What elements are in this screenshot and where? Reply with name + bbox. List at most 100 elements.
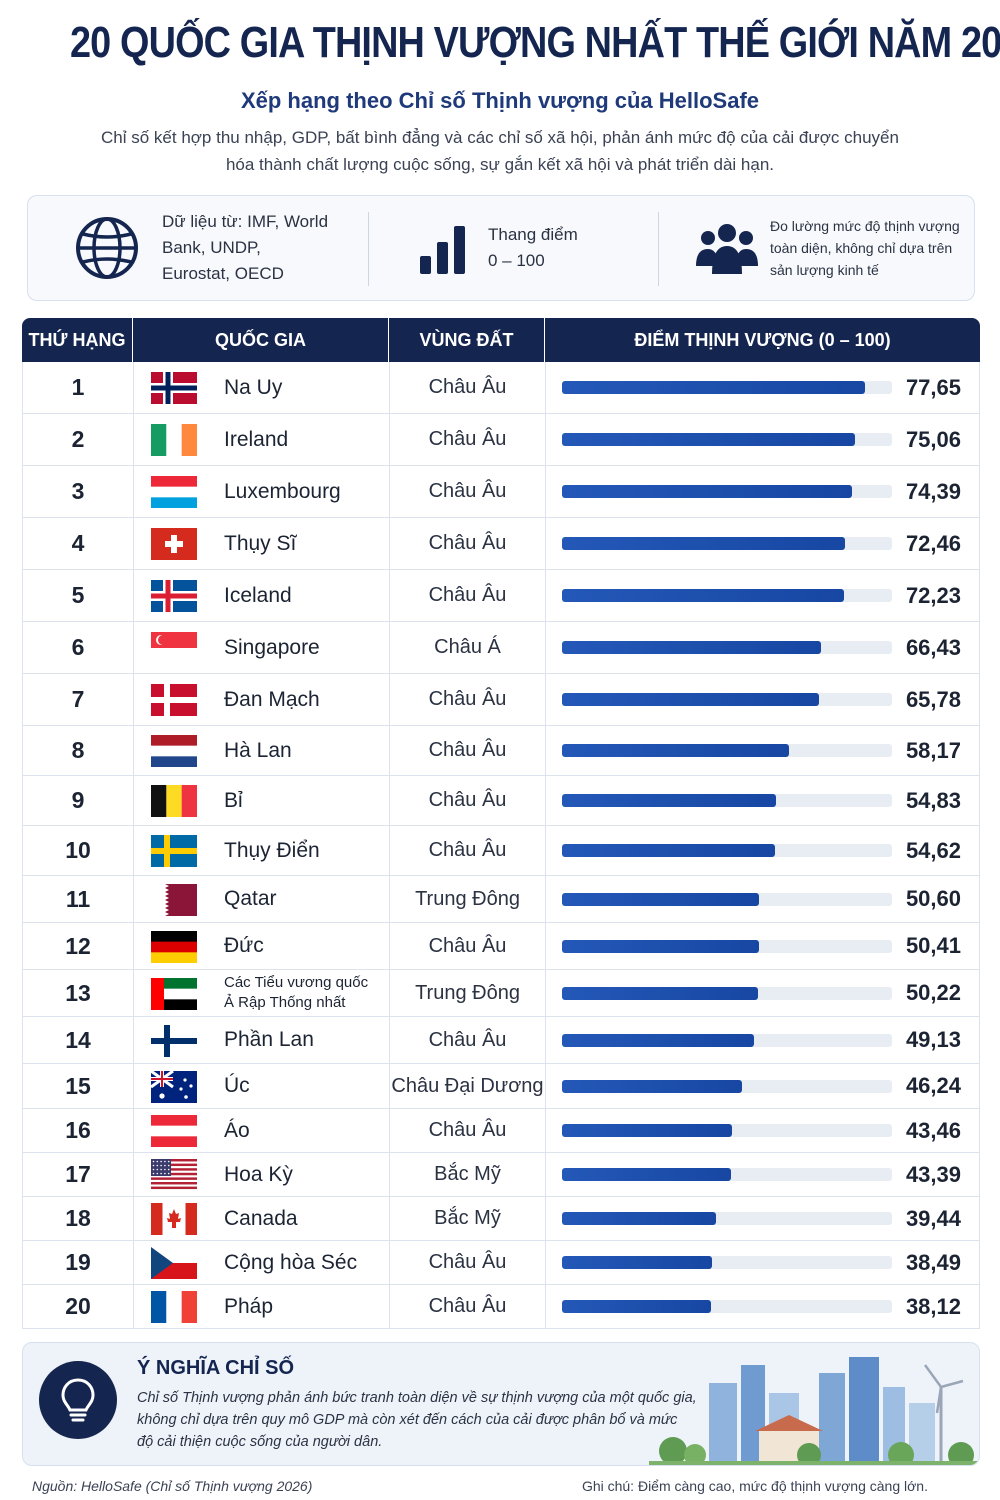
region-label: Châu Âu	[428, 584, 507, 606]
table-header: THỨ HẠNG QUỐC GIA VÙNG ĐẤT ĐIỂM THỊNH VƯ…	[22, 318, 980, 362]
score-value: 54,83	[905, 787, 961, 813]
score-track	[562, 1079, 892, 1093]
country-name: Thụy Sĩ	[224, 531, 297, 555]
rank-label: 20	[65, 1293, 91, 1319]
germany-flag-icon	[151, 930, 197, 963]
country-cell: Bỉ	[134, 776, 390, 825]
score-cell: 74,39	[546, 466, 979, 517]
rank-cell: 3	[23, 466, 134, 517]
score-bar	[562, 892, 759, 906]
region-cell: Châu Âu	[390, 1017, 546, 1063]
country-cell: Úc	[134, 1064, 390, 1108]
table-row: 11 Qatar Trung Đông 50,60	[23, 876, 979, 923]
lightbulb-icon	[39, 1361, 117, 1439]
score-value: 43,46	[905, 1117, 961, 1143]
rank-cell: 6	[23, 622, 134, 673]
region-cell: Châu Âu	[390, 726, 546, 775]
table-row: 14 Phần Lan Châu Âu 49,13	[23, 1017, 979, 1064]
region-cell: Châu Âu	[390, 414, 546, 465]
country-cell: Singapore	[134, 622, 390, 673]
footnote: Ghi chú: Điểm càng cao, mức độ thịnh vượ…	[581, 1478, 928, 1494]
region-label: Châu Âu	[428, 1028, 507, 1051]
score-track	[562, 1168, 892, 1181]
country-cell: Luxembourg	[134, 466, 390, 517]
table-row: 10 Thụy Điển Châu Âu 54,62	[23, 826, 979, 876]
score-bar	[562, 794, 776, 807]
city-illustration	[649, 1343, 979, 1465]
score-bar	[562, 986, 758, 1000]
country-cell: Phần Lan	[134, 1017, 390, 1063]
score-cell: 49,13	[546, 1017, 979, 1063]
score-value: 72,23	[905, 582, 961, 608]
table-row: 19 Cộng hòa Séc Châu Âu 38,49	[23, 1241, 979, 1285]
score-cell: 54,62	[546, 826, 979, 875]
score-bar	[562, 1300, 711, 1313]
score-track	[562, 844, 892, 857]
country-cell: Hà Lan	[134, 726, 390, 775]
country-name: Thụy Điển	[224, 838, 320, 862]
rank-label: 9	[71, 787, 85, 813]
score-bar	[562, 589, 844, 602]
score-value: 65,78	[905, 686, 961, 712]
score-cell: 46,24	[546, 1064, 979, 1108]
region-label: Châu Âu	[428, 1119, 507, 1141]
country-name: Bỉ	[224, 788, 243, 812]
table-row: 12 Đức Châu Âu 50,41	[23, 923, 979, 970]
table-row: 9 Bỉ Châu Âu 54,83	[23, 776, 979, 826]
info-sources: Dữ liệu từ: IMF, World Bank, UNDP, Euros…	[162, 212, 329, 283]
country-name: Singapore	[224, 635, 320, 659]
score-track	[562, 1124, 892, 1137]
region-cell: Châu Âu	[390, 674, 546, 725]
rank-cell: 2	[23, 414, 134, 465]
header-score: ĐIỂM THỊNH VƯỢNG (0 – 100)	[634, 330, 891, 350]
info-measure: Đo lường mức độ thịnh vượng toàn diện, k…	[770, 218, 960, 278]
rank-label: 14	[65, 1026, 91, 1053]
score-cell: 65,78	[546, 674, 979, 725]
region-cell: Trung Đông	[390, 876, 546, 922]
score-cell: 66,43	[546, 622, 979, 673]
country-name: Luxembourg	[224, 479, 341, 503]
rank-label: 18	[65, 1205, 91, 1231]
table-row: 6 Singapore Châu Á 66,43	[23, 622, 979, 674]
score-bar	[562, 381, 865, 394]
score-bar	[562, 433, 855, 446]
region-label: Châu Âu	[428, 428, 507, 450]
austria-flag-icon	[151, 1115, 197, 1147]
page-subtitle: Xếp hạng theo Chỉ số Thịnh vượng của Hel…	[240, 88, 760, 113]
score-cell: 72,46	[546, 518, 979, 569]
uae-flag-icon	[151, 977, 197, 1010]
rank-cell: 17	[23, 1153, 134, 1196]
australia-flag-icon	[151, 1070, 197, 1103]
table-row: 7 Đan Mạch Châu Âu 65,78	[23, 674, 979, 726]
info-box: Dữ liệu từ: IMF, World Bank, UNDP, Euros…	[27, 195, 975, 301]
rank-cell: 16	[23, 1109, 134, 1152]
score-cell: 38,49	[546, 1241, 979, 1284]
table-row: 2 Ireland Châu Âu 75,06	[23, 414, 979, 466]
intro-text: Chỉ số kết hợp thu nhập, GDP, bất bình đ…	[101, 128, 899, 174]
rank-cell: 18	[23, 1197, 134, 1240]
rank-cell: 10	[23, 826, 134, 875]
score-track	[562, 1300, 892, 1313]
score-bar	[562, 485, 852, 498]
meaning-text: Chỉ số Thịnh vượng phản ánh bức tranh to…	[137, 1390, 697, 1450]
table-row: 16 Áo Châu Âu 43,46	[23, 1109, 979, 1153]
score-bar	[562, 1124, 732, 1137]
region-cell: Châu Âu	[390, 1241, 546, 1284]
table-row: 18 Canada Bắc Mỹ 39,44	[23, 1197, 979, 1241]
score-value: 66,43	[905, 634, 961, 660]
region-cell: Châu Âu	[390, 923, 546, 969]
country-cell: Áo	[134, 1109, 390, 1152]
rank-cell: 19	[23, 1241, 134, 1284]
region-label: Châu Âu	[428, 480, 507, 502]
france-flag-icon	[151, 1291, 197, 1323]
score-bar	[562, 1168, 731, 1181]
rank-label: 17	[65, 1161, 91, 1187]
score-track	[562, 641, 892, 654]
country-cell: Qatar	[134, 876, 390, 922]
country-name: Hà Lan	[224, 738, 292, 762]
region-cell: Châu Âu	[390, 1109, 546, 1152]
people-icon	[696, 222, 758, 274]
netherlands-flag-icon	[151, 735, 197, 767]
region-cell: Bắc Mỹ	[390, 1153, 546, 1196]
score-cell: 54,83	[546, 776, 979, 825]
